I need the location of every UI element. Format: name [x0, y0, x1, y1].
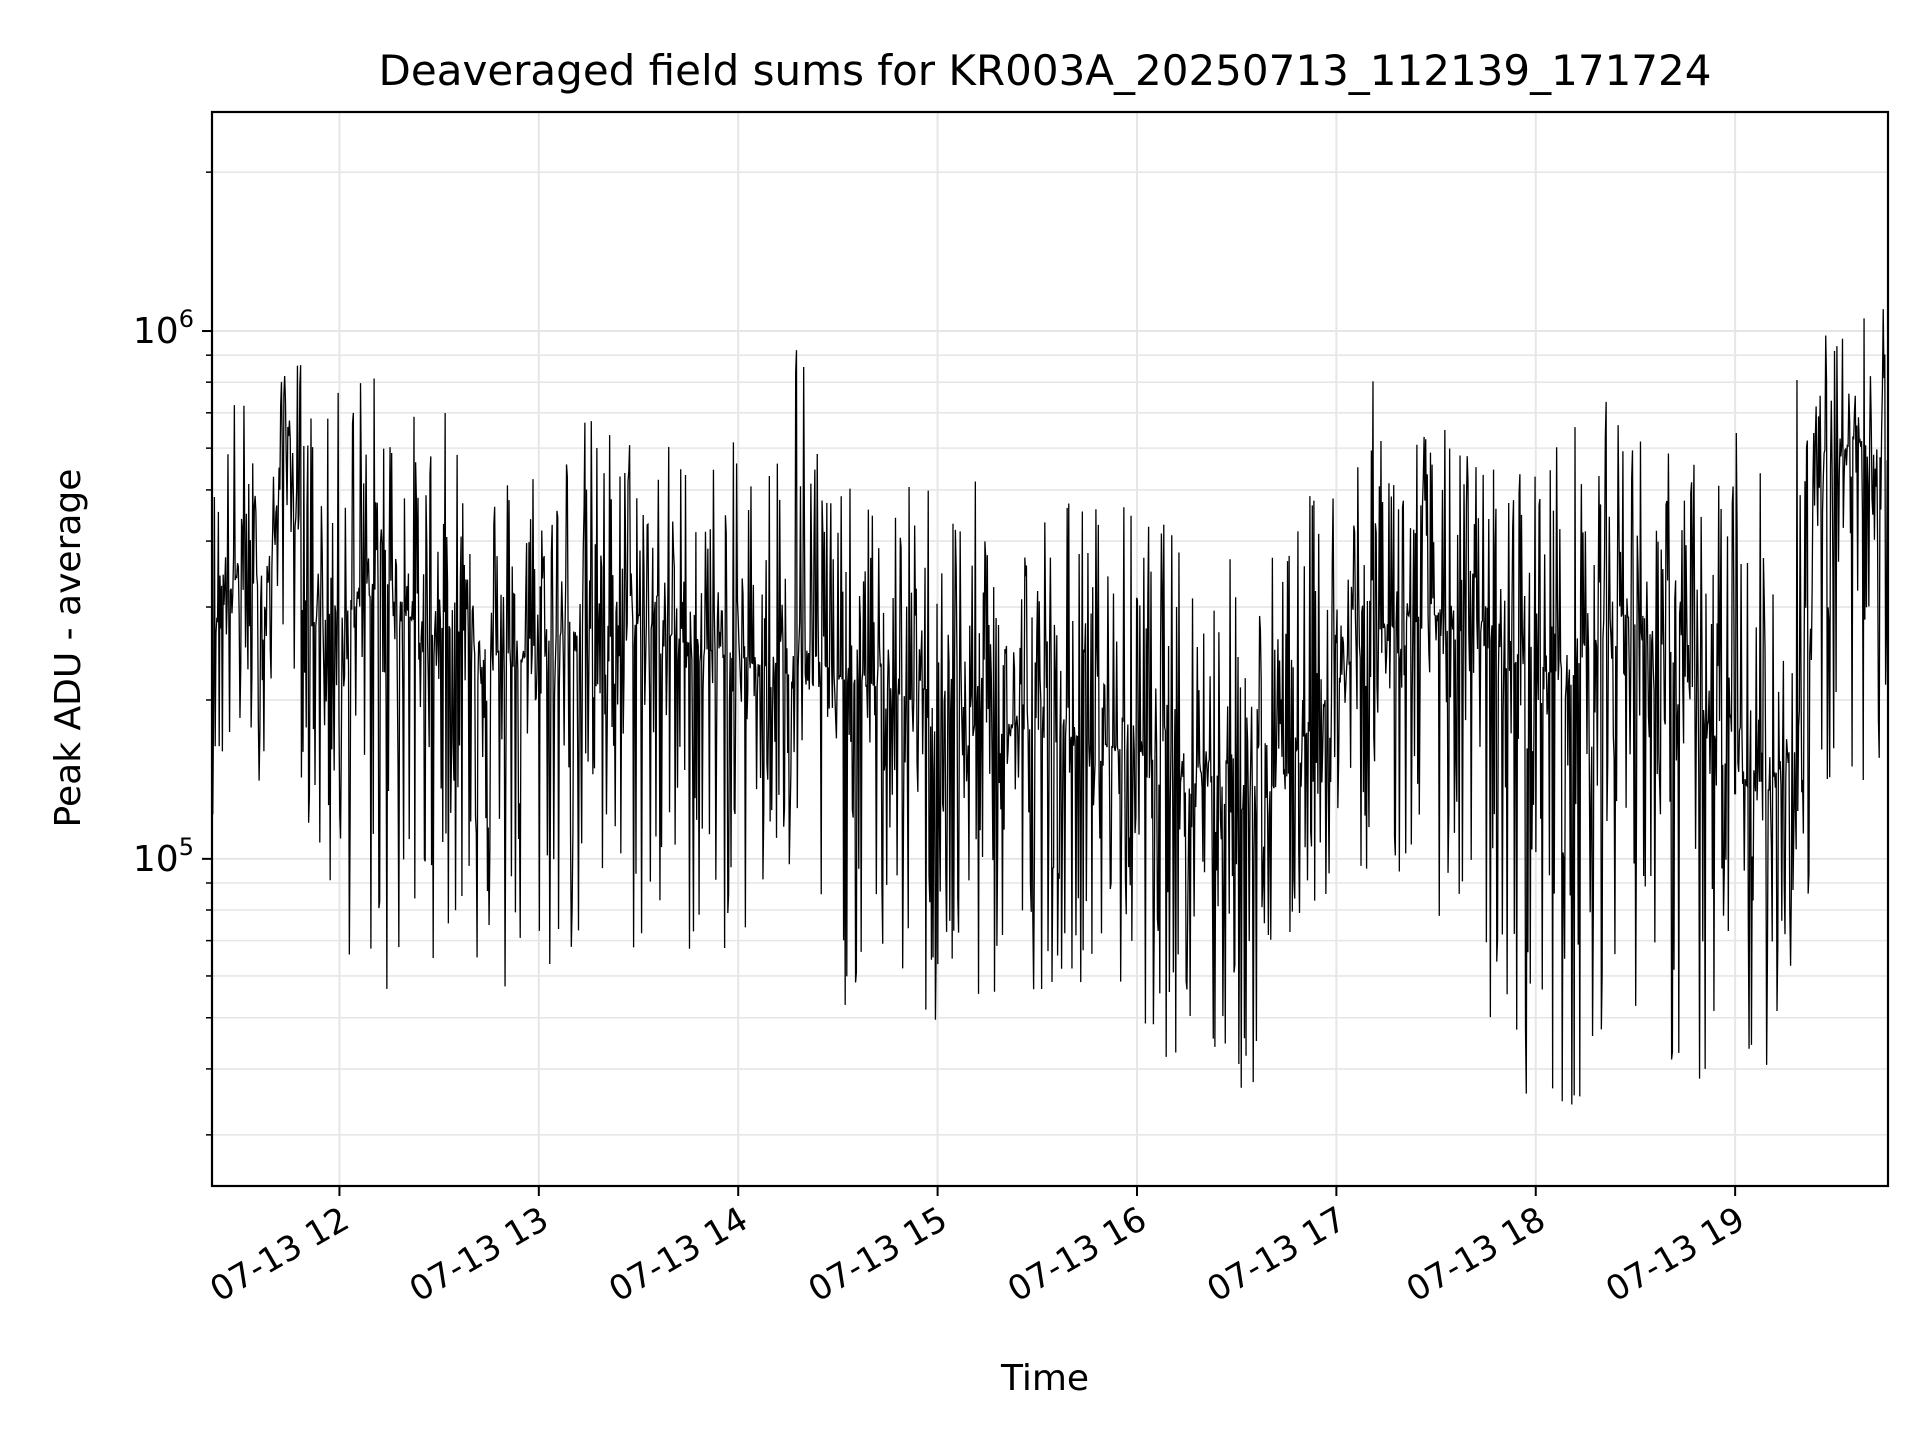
axes-frame [210, 110, 1890, 1188]
plot-area: 07-13 12 07-13 13 07-13 14 07-13 15 07-13 16… [133, 110, 1890, 1310]
chart-title: Deaveraged field sums for KR003A_2025071… [379, 46, 1712, 95]
y-tick-exponent: 5 [179, 833, 194, 861]
y-tick-exponent: 6 [179, 305, 194, 333]
x-axis-label: Time [1000, 1358, 1089, 1399]
y-axis-label: Peak ADU - average [48, 469, 89, 828]
series-line [211, 309, 1889, 1105]
